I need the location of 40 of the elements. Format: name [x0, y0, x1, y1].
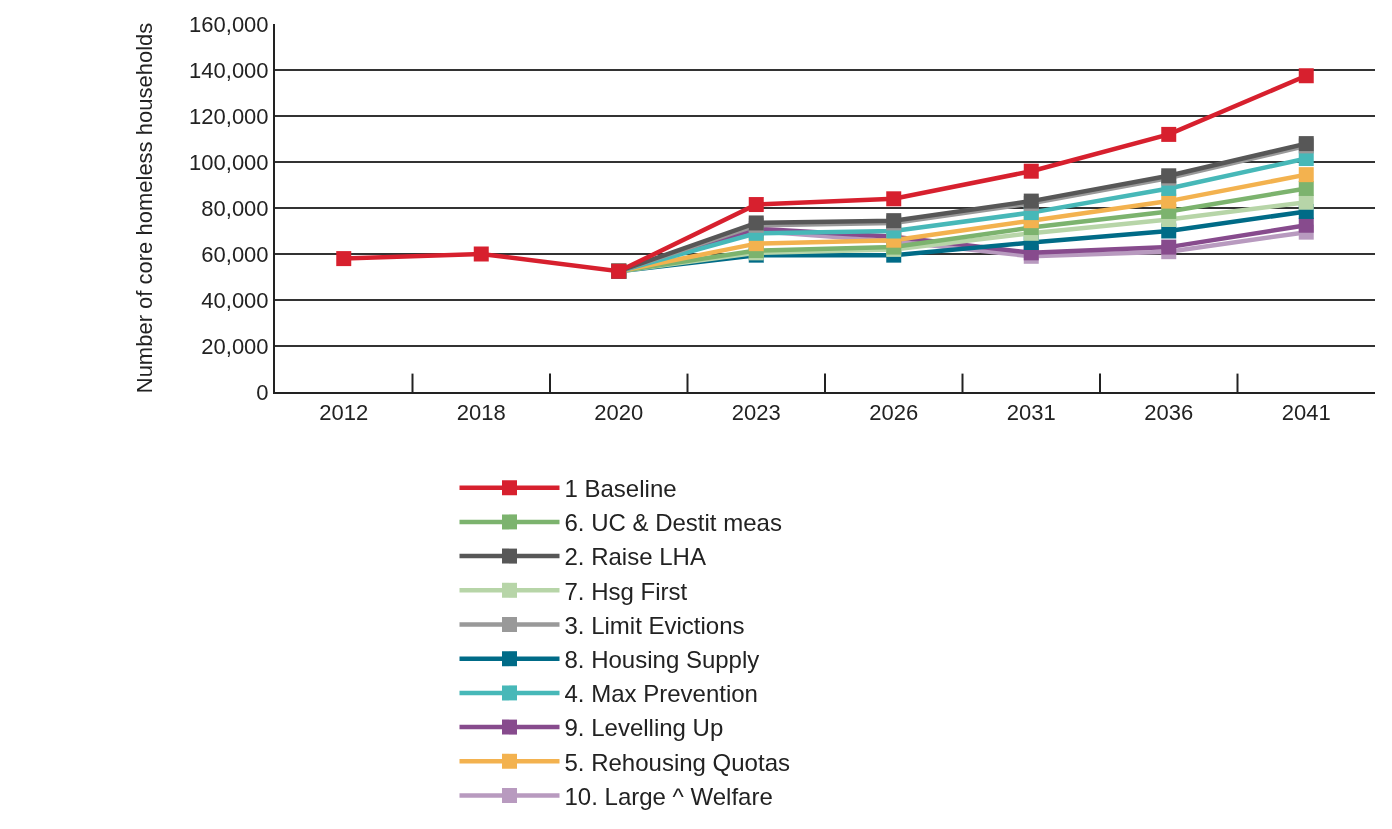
- y-tick-label: 20,000: [201, 333, 269, 359]
- legend-label: 8. Housing Supply: [564, 646, 760, 674]
- y-tick-label: 80,000: [201, 195, 269, 221]
- x-tick-label: 2023: [731, 400, 781, 426]
- point: [886, 191, 902, 207]
- legend-label: 9. Levelling Up: [564, 714, 724, 742]
- legend-label: 2. Raise LHA: [564, 543, 706, 571]
- legend-label: 5. Rehousing Quotas: [564, 748, 790, 776]
- y-tick-label: 0: [256, 379, 269, 405]
- y-tick-label: 160,000: [189, 11, 269, 37]
- x-tick-label: 2031: [1006, 400, 1056, 426]
- point: [1161, 126, 1177, 142]
- y-tick-label: 120,000: [189, 103, 269, 129]
- y-tick-label: 60,000: [201, 241, 269, 267]
- legend-label: 6. UC & Destit meas: [564, 509, 782, 537]
- point: [1298, 217, 1314, 233]
- x-tick-label: 2041: [1281, 400, 1331, 426]
- point: [1298, 180, 1314, 196]
- x-tick-label: 2012: [319, 400, 369, 426]
- y-axis-title: Number of core homeless households: [132, 22, 158, 394]
- point: [336, 251, 352, 267]
- point: [748, 197, 764, 213]
- point: [1023, 163, 1039, 179]
- y-tick-label: 40,000: [201, 287, 269, 313]
- x-tick-label: 2036: [1144, 400, 1194, 426]
- x-tick-label: 2026: [869, 400, 919, 426]
- point: [1161, 239, 1177, 255]
- legend-label: 4. Max Prevention: [564, 680, 758, 708]
- point: [1298, 68, 1314, 84]
- point: [1298, 194, 1314, 210]
- point: [1298, 167, 1314, 183]
- legend-label: 1 Baseline: [564, 475, 677, 503]
- y-tick-label: 140,000: [189, 57, 269, 83]
- x-tick-label: 2020: [594, 400, 644, 426]
- legend-label: 7. Hsg First: [564, 577, 688, 605]
- y-tick-label: 100,000: [189, 149, 269, 175]
- legend-label: 10. Large ^ Welfare: [564, 782, 773, 810]
- x-tick-label: 2018: [456, 400, 506, 426]
- point: [473, 246, 489, 262]
- legend-label: 3. Limit Evictions: [564, 611, 745, 639]
